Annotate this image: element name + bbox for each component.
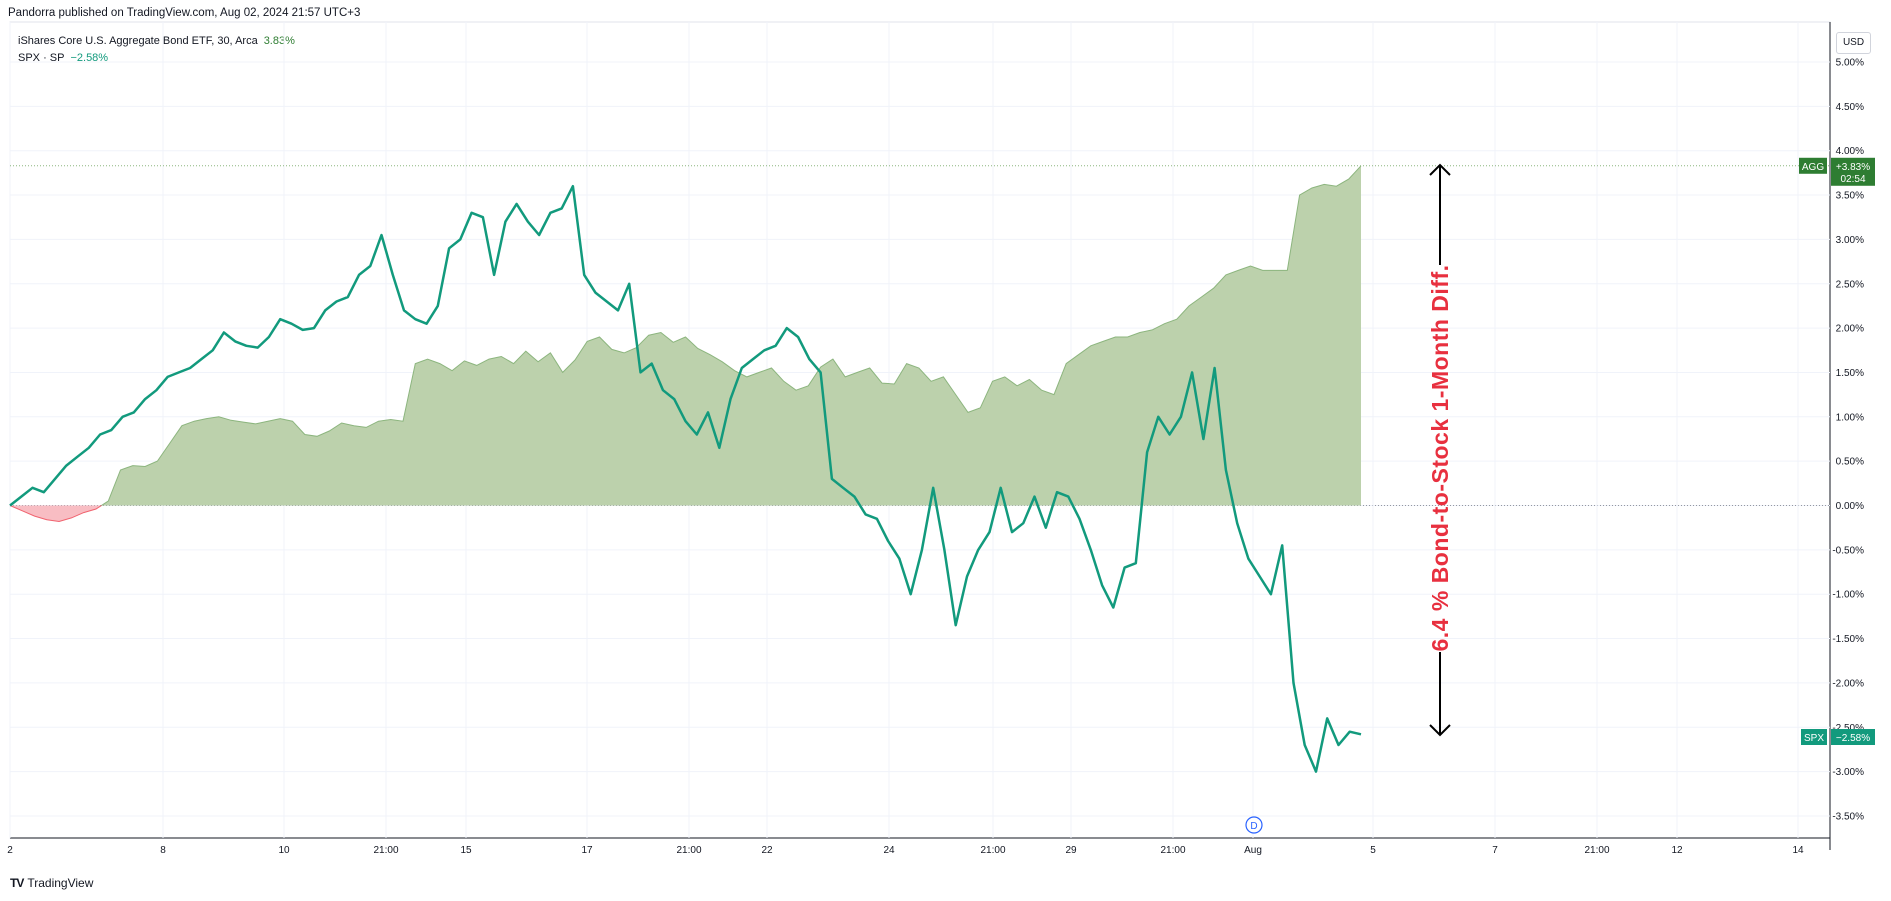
agg-value-tag	[1831, 157, 1875, 186]
y-tick-label: -2.00%	[1832, 678, 1864, 689]
footer-brand[interactable]: TV TradingView	[10, 876, 93, 890]
dividend-marker-label: D	[1250, 821, 1257, 832]
legend-agg-label: iShares Core U.S. Aggregate Bond ETF, 30…	[18, 35, 258, 47]
y-tick-label: 3.00%	[1836, 235, 1864, 246]
currency-button[interactable]: USD	[1836, 32, 1871, 54]
y-tick-label: 2.00%	[1836, 324, 1864, 335]
spx-line	[9, 184, 1362, 773]
y-tick-label: -3.50%	[1832, 811, 1864, 822]
x-tick-label: 8	[160, 845, 166, 856]
spx-value-tag	[1831, 729, 1875, 745]
y-tick-label: -2.50%	[1832, 723, 1864, 734]
y-tick-label: 0.00%	[1836, 501, 1864, 512]
x-tick-label: 2	[7, 845, 13, 856]
legend-spx-label: SPX · SP	[18, 52, 65, 64]
legend-spx[interactable]: SPX · SP −2.58%	[18, 52, 108, 64]
agg-line	[10, 165, 1362, 506]
y-tick-label: -1.50%	[1832, 634, 1864, 645]
legend-spx-value: −2.58%	[70, 52, 109, 64]
dividend-marker-icon	[1245, 816, 1263, 834]
y-tick-label: 1.00%	[1836, 412, 1864, 423]
legend-agg[interactable]: iShares Core U.S. Aggregate Bond ETF, 30…	[18, 35, 295, 47]
agg-name-tag	[1799, 157, 1827, 174]
y-tick-label: 4.50%	[1836, 102, 1864, 113]
overlays: AGG +3.83%02:54 SPX −2.58% 6.4 % Bond-to-Sto…	[10, 157, 1875, 834]
y-tick-label: -0.50%	[1832, 545, 1864, 556]
x-tick-label: 21:00	[980, 845, 1005, 856]
annotation-arrowhead-down	[1429, 724, 1451, 737]
published-header: Pandorra published on TradingView.com, A…	[8, 7, 361, 19]
spx-name-tag	[1801, 729, 1827, 745]
y-tick-label: 1.50%	[1836, 368, 1864, 379]
y-tick-label: 3.50%	[1836, 191, 1864, 202]
x-tick-label: 10	[278, 845, 290, 856]
x-tick-label: Aug	[1244, 845, 1262, 856]
spx-name-tag-label: SPX	[1804, 733, 1824, 744]
x-tick-label: 21:00	[373, 845, 398, 856]
y-tick-label: 0.50%	[1836, 457, 1864, 468]
x-tick-label: 14	[1792, 845, 1804, 856]
x-tick-label: 17	[581, 845, 593, 856]
x-tick-label: 5	[1370, 845, 1376, 856]
x-tick-label: 21:00	[1584, 845, 1609, 856]
tradingview-logo-icon: TV	[10, 876, 24, 890]
x-tick-label: 24	[883, 845, 895, 856]
x-tick-label: 12	[1671, 845, 1683, 856]
series-layer	[9, 165, 1362, 773]
x-tick-label: 15	[460, 845, 472, 856]
y-tick-label: 2.50%	[1836, 279, 1864, 290]
x-tick-label: 22	[761, 845, 773, 856]
footer-brand-label: TradingView	[27, 876, 94, 890]
y-axis: 5.00% 4.50% 4.00% 3.50% 3.00% 2.50% 2.00% 1.50%…	[1832, 58, 1864, 823]
annotation-arrowhead-up	[1429, 163, 1451, 176]
agg-value-tag-label: +3.83%	[1836, 162, 1870, 173]
x-tick-label: 7	[1492, 845, 1498, 856]
agg-area-positive	[10, 165, 1361, 506]
y-tick-label: 5.00%	[1836, 58, 1864, 69]
x-tick-label: 29	[1065, 845, 1077, 856]
y-tick-label: -3.00%	[1832, 767, 1864, 778]
agg-name-tag-label: AGG	[1802, 162, 1824, 173]
legend-agg-value: 3.83%	[263, 35, 295, 47]
y-tick-label: 4.00%	[1836, 146, 1864, 157]
x-axis: 2 8 10 21:00 15 17 21:00 22 24 21:00 29 21:00 Aug 5 7 2…	[7, 845, 1804, 856]
y-tick-label: -1.00%	[1832, 590, 1864, 601]
x-tick-label: 21:00	[676, 845, 701, 856]
x-tick-label: 21:00	[1160, 845, 1185, 856]
annotation-text: 6.4 % Bond-to-Stock 1-Month Diff.	[1427, 264, 1453, 651]
agg-time-tag-label: 02:54	[1840, 174, 1865, 185]
spx-value-tag-label: −2.58%	[1836, 733, 1870, 744]
